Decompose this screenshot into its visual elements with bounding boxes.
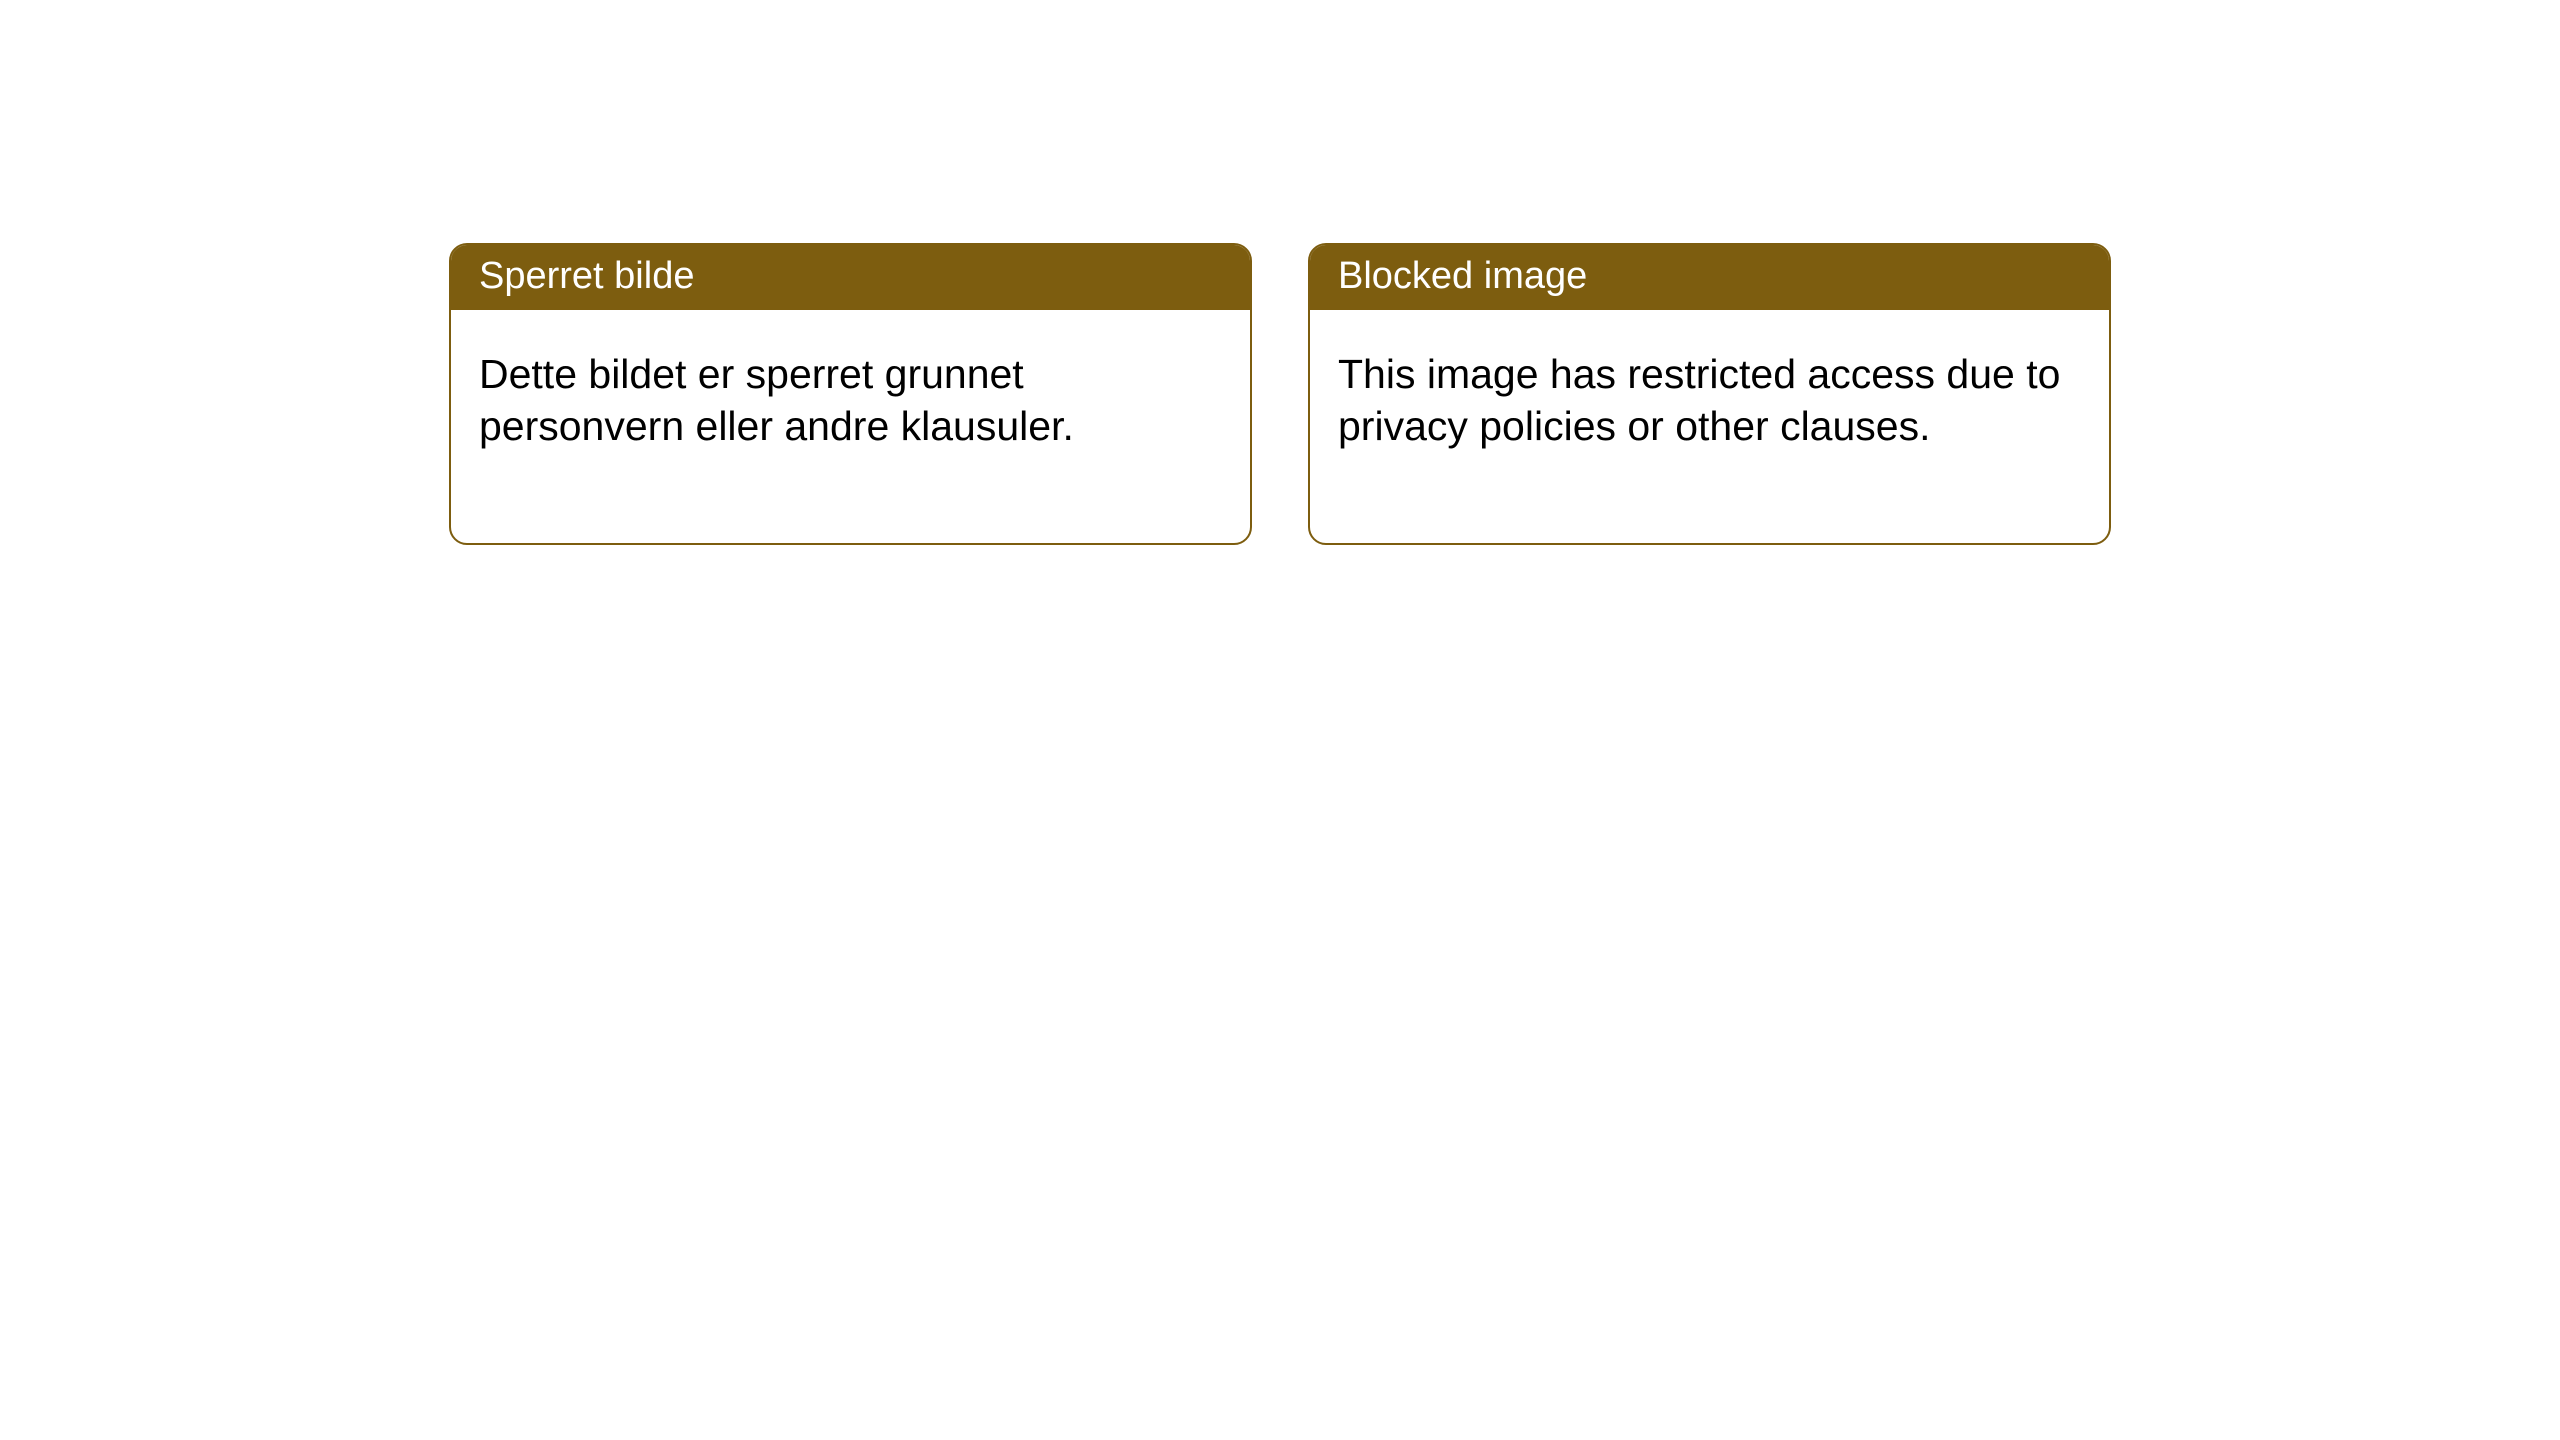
blocked-image-card-en: Blocked image This image has restricted … — [1308, 243, 2111, 545]
notice-cards-container: Sperret bilde Dette bildet er sperret gr… — [0, 0, 2560, 545]
blocked-image-card-no: Sperret bilde Dette bildet er sperret gr… — [449, 243, 1252, 545]
card-body-no: Dette bildet er sperret grunnet personve… — [451, 310, 1250, 543]
card-body-en: This image has restricted access due to … — [1310, 310, 2109, 543]
card-title-no: Sperret bilde — [451, 245, 1250, 310]
card-title-en: Blocked image — [1310, 245, 2109, 310]
